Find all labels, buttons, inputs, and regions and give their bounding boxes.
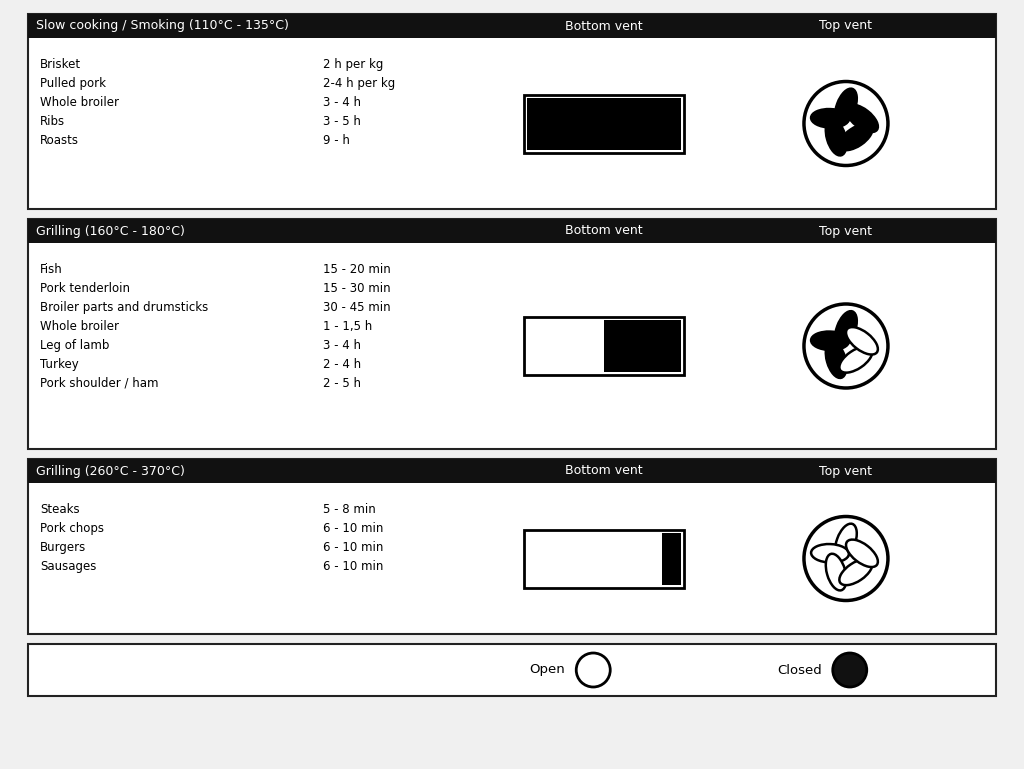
Text: 2 - 4 h: 2 - 4 h [324,358,361,371]
Text: Whole broiler: Whole broiler [40,96,119,109]
Text: 9 - h: 9 - h [324,134,350,147]
Text: Pork chops: Pork chops [40,522,104,535]
Ellipse shape [840,124,872,150]
Bar [28,14,996,209]
Text: Whole broiler: Whole broiler [40,320,119,333]
Ellipse shape [840,347,872,373]
Text: Steaks: Steaks [40,503,80,516]
Text: Grilling (160°C - 180°C): Grilling (160°C - 180°C) [36,225,185,238]
Circle shape [833,653,866,687]
Text: Broiler parts and drumsticks: Broiler parts and drumsticks [40,301,208,314]
Ellipse shape [836,524,857,560]
Text: Grilling (260°C - 370°C): Grilling (260°C - 370°C) [36,464,185,478]
Ellipse shape [811,544,849,563]
Ellipse shape [811,109,849,128]
Text: Brisket: Brisket [40,58,81,71]
Text: 2 h per kg: 2 h per kg [324,58,384,71]
Text: 15 - 30 min: 15 - 30 min [324,282,391,295]
Text: 6 - 10 min: 6 - 10 min [324,541,384,554]
Text: Burgers: Burgers [40,541,86,554]
Ellipse shape [811,331,849,350]
Ellipse shape [846,327,878,355]
Text: Fish: Fish [40,263,62,276]
Text: Pulled pork: Pulled pork [40,77,106,90]
Bar [28,14,996,38]
Text: Bottom vent: Bottom vent [565,225,643,238]
Text: Bottom vent: Bottom vent [565,464,643,478]
Bar [524,95,684,152]
Ellipse shape [840,559,872,585]
Bar [28,219,996,449]
Text: Leg of lamb: Leg of lamb [40,339,110,352]
Text: Top vent: Top vent [819,225,872,238]
Bar [527,98,681,149]
Text: Bottom vent: Bottom vent [565,19,643,32]
Ellipse shape [825,341,847,378]
Text: 2-4 h per kg: 2-4 h per kg [324,77,395,90]
Text: Turkey: Turkey [40,358,79,371]
Ellipse shape [846,540,878,567]
Text: 15 - 20 min: 15 - 20 min [324,263,391,276]
Text: 6 - 10 min: 6 - 10 min [324,522,384,535]
Text: Ribs: Ribs [40,115,66,128]
Text: Top vent: Top vent [819,19,872,32]
Text: Slow cooking / Smoking (110°C - 135°C): Slow cooking / Smoking (110°C - 135°C) [36,19,289,32]
Text: Sausages: Sausages [40,560,96,573]
Text: Closed: Closed [777,664,821,677]
Ellipse shape [825,554,847,591]
Bar [524,317,684,375]
Text: 1 - 1,5 h: 1 - 1,5 h [324,320,373,333]
Text: 3 - 5 h: 3 - 5 h [324,115,361,128]
Text: 6 - 10 min: 6 - 10 min [324,560,384,573]
Ellipse shape [836,88,857,125]
Text: 2 - 5 h: 2 - 5 h [324,377,361,390]
Bar [28,459,996,634]
Text: Pork shoulder / ham: Pork shoulder / ham [40,377,159,390]
Text: 3 - 4 h: 3 - 4 h [324,339,361,352]
Text: 5 - 8 min: 5 - 8 min [324,503,376,516]
Bar [28,219,996,243]
Text: Open: Open [529,664,565,677]
Bar [604,320,681,372]
Text: 3 - 4 h: 3 - 4 h [324,96,361,109]
Ellipse shape [846,105,878,132]
Ellipse shape [836,311,857,348]
Bar [28,459,996,483]
Text: 30 - 45 min: 30 - 45 min [324,301,391,314]
Bar [28,644,996,696]
Bar [524,530,684,588]
Text: Top vent: Top vent [819,464,872,478]
Text: Pork tenderloin: Pork tenderloin [40,282,130,295]
Bar [663,532,681,584]
Text: Roasts: Roasts [40,134,79,147]
Circle shape [577,653,610,687]
Ellipse shape [825,118,847,155]
